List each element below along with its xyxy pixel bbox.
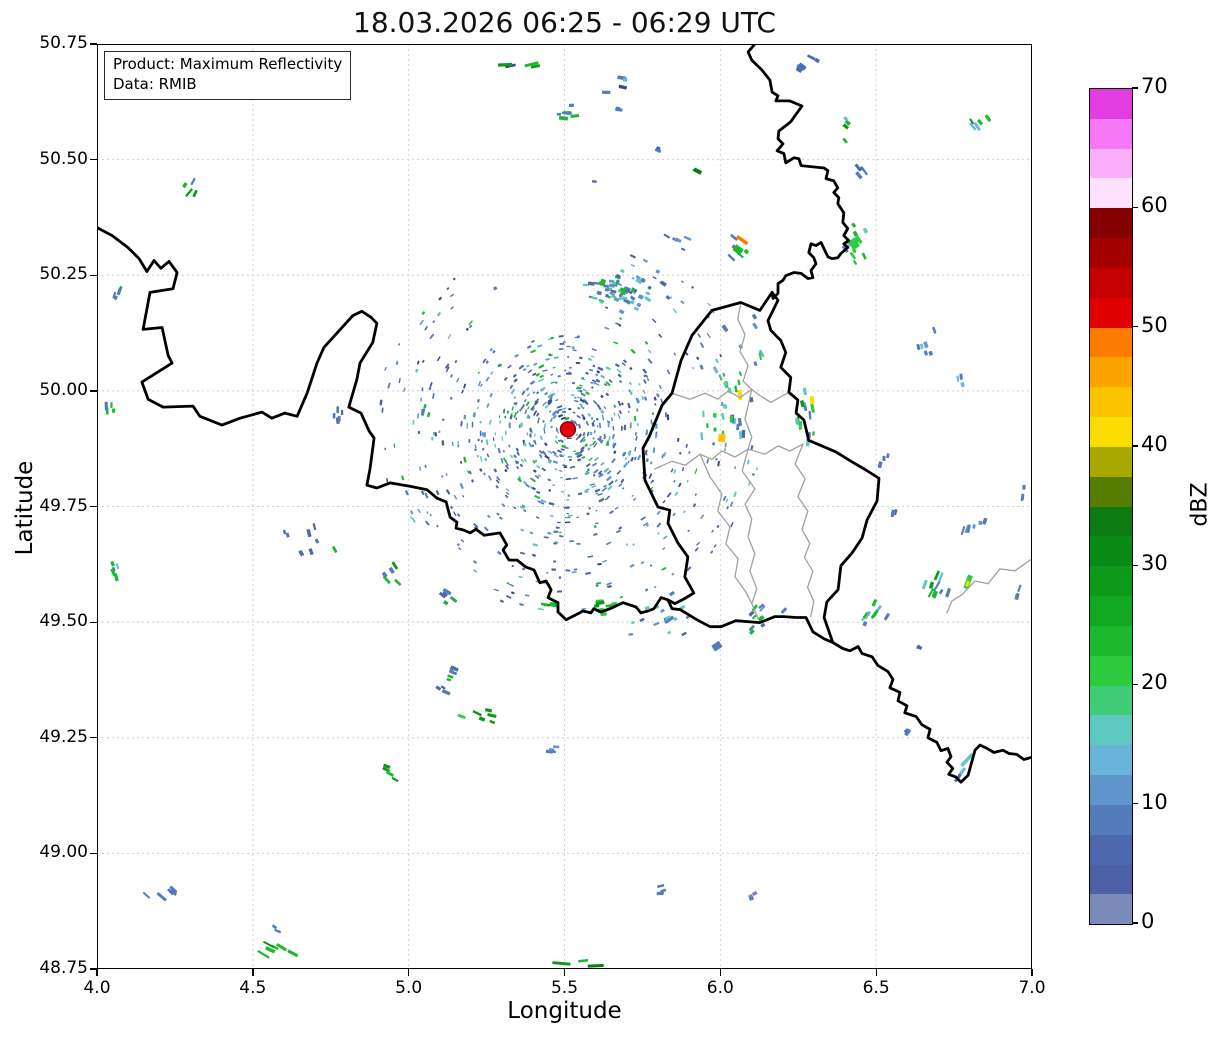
colorbar-tick-label: 0 [1141, 909, 1155, 933]
colorbar-tick-mark [1132, 803, 1138, 805]
y-tick-label: 49.50 [39, 611, 88, 632]
colorbar-segment [1090, 625, 1132, 656]
y-tick-label: 50.75 [39, 33, 88, 53]
notable-echo-layer [552, 235, 974, 968]
colorbar-segment [1090, 566, 1132, 597]
colorbar-segment [1090, 894, 1132, 925]
colorbar-segment [1090, 864, 1132, 895]
colorbar-tick-label: 70 [1141, 74, 1168, 98]
colorbar-segment [1090, 267, 1132, 298]
colorbar [1089, 88, 1133, 925]
y-tick-label: 50.50 [39, 148, 88, 169]
x-axis-label: Longitude [507, 998, 622, 1024]
x-tick-mark [96, 969, 98, 976]
y-tick-mark [90, 968, 97, 970]
x-tick-label: 6.0 [706, 978, 734, 998]
colorbar-tick-label: 60 [1141, 193, 1168, 218]
colorbar-tick-mark [1132, 445, 1138, 447]
y-tick-label: 48.75 [39, 958, 88, 978]
colorbar-segment [1090, 685, 1132, 716]
colorbar-segment [1090, 417, 1132, 447]
y-tick-mark [90, 43, 97, 45]
x-tick-label: 5.0 [395, 978, 423, 998]
district-border-layer [654, 301, 1032, 620]
colorbar-tick-label: 40 [1141, 431, 1168, 456]
x-tick-label: 4.0 [83, 978, 111, 998]
x-tick-label: 4.5 [239, 978, 267, 998]
colorbar-tick-label: 20 [1141, 670, 1168, 695]
colorbar-tick-label: 10 [1141, 789, 1168, 814]
colorbar-tick-mark [1132, 922, 1138, 924]
colorbar-segment [1090, 208, 1132, 239]
colorbar-tick-label: 50 [1141, 312, 1168, 337]
x-tick-mark [719, 969, 722, 976]
x-tick-mark [408, 969, 410, 976]
colorbar-segment [1090, 745, 1132, 776]
product-info-box: Product: Maximum Reflectivity Data: RMIB [104, 51, 352, 100]
map-content-layer [97, 44, 1032, 969]
radar-site-marker [559, 421, 577, 438]
colorbar-segment [1090, 238, 1132, 268]
colorbar-segment [1090, 297, 1132, 328]
y-tick-mark [90, 390, 97, 392]
colorbar-segment [1090, 715, 1132, 746]
map-plot-area [97, 44, 1032, 969]
colorbar-axis-label: dBZ [1187, 482, 1213, 527]
y-tick-mark [90, 505, 97, 508]
x-tick-label: 6.5 [862, 978, 890, 998]
colorbar-tick-label: 30 [1141, 551, 1168, 576]
colorbar-segment [1090, 804, 1132, 835]
colorbar-segment [1090, 536, 1132, 567]
y-tick-label: 49.75 [39, 495, 88, 516]
y-tick-mark [90, 737, 97, 739]
x-tick-mark [563, 969, 566, 976]
colorbar-segment [1090, 357, 1132, 388]
colorbar-segment [1090, 834, 1132, 865]
y-tick-label: 49.25 [39, 726, 88, 747]
colorbar-tick-mark [1132, 87, 1138, 89]
y-tick-mark [90, 621, 97, 623]
colorbar-tick-mark [1132, 325, 1138, 328]
x-tick-mark [1031, 969, 1033, 976]
x-tick-label: 5.5 [550, 978, 579, 998]
clutter-layer [379, 254, 758, 611]
x-tick-label: 7.0 [1018, 978, 1046, 998]
product-info-line1: Product: Maximum Reflectivity [113, 55, 343, 73]
colorbar-tick-mark [1132, 206, 1138, 208]
colorbar-segment [1090, 178, 1132, 209]
colorbar-tick-mark [1132, 564, 1138, 566]
y-tick-label: 50.25 [39, 264, 88, 285]
colorbar-segment [1090, 775, 1132, 805]
colorbar-tick-mark [1132, 683, 1138, 686]
product-info-line2: Data: RMIB [113, 74, 197, 93]
plot-border [97, 44, 1032, 969]
colorbar-segment [1090, 655, 1132, 686]
grid-layer [97, 44, 1032, 969]
colorbar-segment [1090, 387, 1132, 418]
colorbar-segment [1090, 596, 1132, 626]
y-tick-label: 49.00 [39, 842, 88, 863]
colorbar-segment [1090, 89, 1132, 119]
colorbar-segment [1090, 506, 1132, 537]
x-tick-mark [875, 969, 877, 976]
colorbar-segment [1090, 148, 1132, 179]
colorbar-segment [1090, 327, 1132, 358]
y-tick-mark [90, 852, 97, 855]
colorbar-segment [1090, 118, 1132, 149]
y-tick-label: 50.00 [39, 379, 88, 400]
y-tick-mark [90, 159, 97, 161]
country-border-layer [97, 44, 1032, 784]
colorbar-segment [1090, 476, 1132, 507]
figure-title: 18.03.2026 06:25 - 06:29 UTC [353, 6, 776, 39]
colorbar-segment [1090, 446, 1132, 477]
x-tick-mark [252, 969, 254, 976]
y-tick-mark [90, 274, 97, 276]
